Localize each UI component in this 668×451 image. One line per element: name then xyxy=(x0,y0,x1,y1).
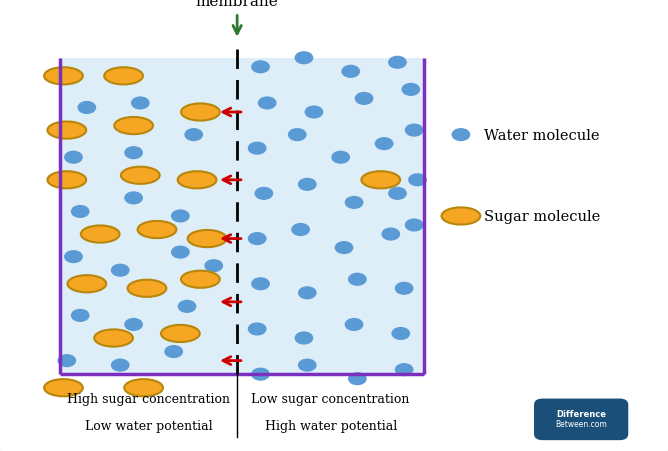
Circle shape xyxy=(375,138,393,150)
Text: Water molecule: Water molecule xyxy=(484,129,600,142)
Circle shape xyxy=(382,229,399,240)
FancyBboxPatch shape xyxy=(535,400,628,439)
Text: Semipermeable
membrane: Semipermeable membrane xyxy=(177,0,297,9)
Circle shape xyxy=(405,220,423,231)
Circle shape xyxy=(345,319,363,331)
Circle shape xyxy=(125,319,142,331)
Ellipse shape xyxy=(44,379,83,396)
Circle shape xyxy=(402,84,420,96)
Ellipse shape xyxy=(114,118,153,135)
Ellipse shape xyxy=(44,68,83,85)
Circle shape xyxy=(252,278,269,290)
Ellipse shape xyxy=(188,230,226,248)
Circle shape xyxy=(112,359,129,371)
Circle shape xyxy=(295,332,313,344)
Ellipse shape xyxy=(361,172,400,189)
Circle shape xyxy=(299,359,316,371)
Circle shape xyxy=(295,53,313,64)
Circle shape xyxy=(355,93,373,105)
Circle shape xyxy=(185,129,202,141)
Circle shape xyxy=(405,125,423,137)
Ellipse shape xyxy=(442,208,480,225)
Circle shape xyxy=(345,197,363,209)
Circle shape xyxy=(112,265,129,276)
Circle shape xyxy=(452,129,470,141)
Circle shape xyxy=(392,328,409,340)
Circle shape xyxy=(78,102,96,114)
Circle shape xyxy=(349,373,366,385)
Circle shape xyxy=(299,287,316,299)
Ellipse shape xyxy=(104,68,143,85)
Circle shape xyxy=(205,260,222,272)
Text: Sugar molecule: Sugar molecule xyxy=(484,210,601,223)
Circle shape xyxy=(252,62,269,74)
Circle shape xyxy=(71,310,89,322)
Circle shape xyxy=(71,206,89,218)
Text: High water potential: High water potential xyxy=(265,419,397,433)
Circle shape xyxy=(349,274,366,285)
Ellipse shape xyxy=(81,226,120,243)
Circle shape xyxy=(395,283,413,295)
Circle shape xyxy=(132,98,149,110)
Text: Low water potential: Low water potential xyxy=(85,419,212,433)
Circle shape xyxy=(178,301,196,313)
Circle shape xyxy=(342,66,359,78)
Circle shape xyxy=(395,364,413,376)
Circle shape xyxy=(259,98,276,110)
Ellipse shape xyxy=(128,280,166,297)
Text: High sugar concentration: High sugar concentration xyxy=(67,392,230,405)
Circle shape xyxy=(299,179,316,191)
Ellipse shape xyxy=(47,122,86,139)
Circle shape xyxy=(65,152,82,164)
Circle shape xyxy=(172,247,189,258)
Ellipse shape xyxy=(94,330,133,347)
Circle shape xyxy=(65,251,82,263)
Circle shape xyxy=(125,147,142,159)
Ellipse shape xyxy=(181,104,220,121)
Ellipse shape xyxy=(67,276,106,293)
Ellipse shape xyxy=(178,172,216,189)
Text: Low sugar concentration: Low sugar concentration xyxy=(251,392,410,405)
Circle shape xyxy=(289,129,306,141)
Circle shape xyxy=(165,346,182,358)
Circle shape xyxy=(125,193,142,204)
Circle shape xyxy=(248,233,266,245)
Ellipse shape xyxy=(121,167,160,184)
Ellipse shape xyxy=(47,172,86,189)
Circle shape xyxy=(389,57,406,69)
Circle shape xyxy=(255,188,273,200)
Ellipse shape xyxy=(161,325,200,342)
Circle shape xyxy=(248,143,266,155)
Circle shape xyxy=(248,323,266,335)
Ellipse shape xyxy=(124,379,163,396)
Circle shape xyxy=(305,107,323,119)
Text: Between.com: Between.com xyxy=(555,419,607,428)
Circle shape xyxy=(292,224,309,236)
Circle shape xyxy=(335,242,353,254)
Circle shape xyxy=(252,368,269,380)
Circle shape xyxy=(409,175,426,186)
Circle shape xyxy=(389,188,406,200)
Ellipse shape xyxy=(181,271,220,288)
Circle shape xyxy=(172,211,189,222)
Ellipse shape xyxy=(138,221,176,239)
Circle shape xyxy=(332,152,349,164)
Bar xyxy=(60,59,424,374)
Text: Difference: Difference xyxy=(556,409,606,418)
Circle shape xyxy=(58,355,75,367)
